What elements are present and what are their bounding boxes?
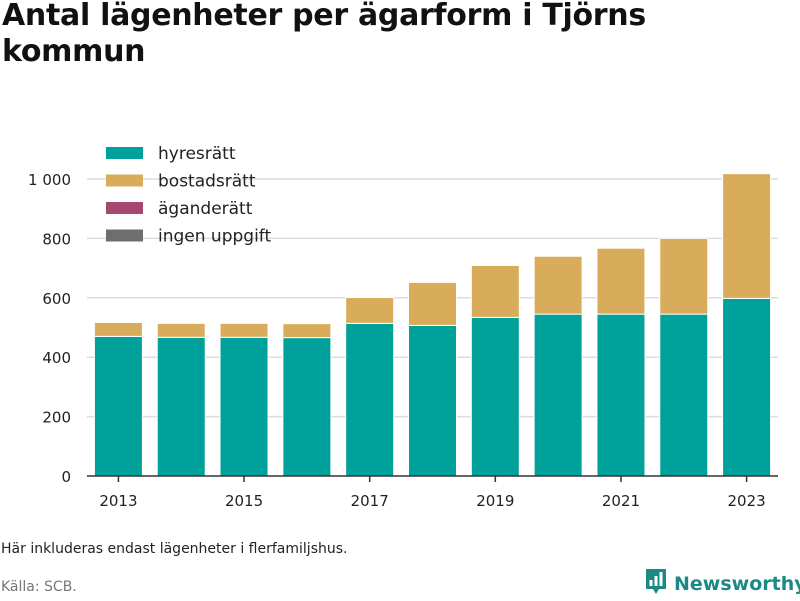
bar-bostadsrätt-2021[interactable]	[596, 247, 646, 315]
y-tick-label: 200	[42, 409, 71, 427]
source-text: Källa: SCB.	[1, 579, 77, 595]
y-tick-label: 0	[61, 468, 71, 486]
y-tick-label: 400	[42, 349, 71, 367]
bar-hyresrätt-2017[interactable]	[345, 322, 395, 477]
axes: 0 200 400 600 800 1 000 2013 2015 2017 2019 2021 20…	[28, 171, 778, 510]
bar-hyresrätt-2016[interactable]	[282, 337, 332, 477]
bar-bostadsrätt-2014[interactable]	[156, 322, 206, 338]
x-tick-label: 2021	[602, 492, 640, 510]
newsworthy-logo[interactable]: Newsworthy	[644, 569, 800, 599]
bar-hyresrätt-2020[interactable]	[533, 313, 583, 477]
bar-bostadsrätt-2017[interactable]	[345, 297, 395, 324]
bar-hyresrätt-2015[interactable]	[219, 336, 269, 477]
legend: hyresrätt bostadsrätt äganderätt ingen uppg…	[106, 144, 271, 247]
legend-label: ingen uppgift	[158, 227, 271, 247]
bar-bostadsrätt-2019[interactable]	[470, 264, 520, 318]
bar-hyresrätt-2022[interactable]	[659, 313, 709, 477]
bar-hyresrätt-2021[interactable]	[596, 313, 646, 477]
bar-bostadsrätt-2020[interactable]	[533, 255, 583, 315]
bar-hyresrätt-2023[interactable]	[722, 297, 772, 477]
legend-swatch-hyresrätt	[106, 147, 143, 159]
legend-label: bostadsrätt	[158, 172, 256, 192]
y-tick-label: 1 000	[28, 171, 71, 189]
bar-bostadsrätt-2016[interactable]	[282, 323, 332, 339]
x-tick-label: 2015	[225, 492, 263, 510]
x-tick-label: 2017	[351, 492, 389, 510]
bar-chart-logo-icon	[644, 567, 668, 601]
legend-swatch-ingen-uppgift	[106, 229, 143, 242]
y-tick-label: 600	[42, 290, 71, 308]
bar-hyresrätt-2018[interactable]	[408, 324, 457, 477]
brand-name: Newsworthy	[674, 573, 800, 595]
x-tick-label: 2013	[99, 492, 137, 510]
chart-note: Här inkluderas endast lägenheter i flerf…	[1, 541, 348, 557]
legend-label: äganderätt	[158, 199, 253, 219]
legend-swatch-äganderätt	[106, 202, 143, 214]
legend-label: hyresrätt	[158, 144, 236, 164]
bar-hyresrätt-2019[interactable]	[470, 316, 520, 477]
bar-bostadsrätt-2015[interactable]	[219, 322, 269, 338]
x-tick-label: 2023	[727, 492, 765, 510]
bar-hyresrätt-2014[interactable]	[156, 336, 206, 477]
legend-swatch-bostadsrätt	[106, 174, 143, 187]
chart-title: Antal lägenheter per ägarform i Tjörns k…	[2, 0, 646, 69]
bar-hyresrätt-2013[interactable]	[93, 335, 143, 477]
bar-bostadsrätt-2013[interactable]	[93, 321, 143, 337]
bar-bostadsrätt-2022[interactable]	[659, 237, 709, 315]
bar-bostadsrätt-2018[interactable]	[408, 281, 457, 326]
bars	[93, 173, 772, 477]
x-tick-label: 2019	[476, 492, 514, 510]
y-tick-label: 800	[42, 230, 71, 248]
bar-bostadsrätt-2023[interactable]	[722, 173, 772, 299]
stacked-bar-chart: 0 200 400 600 800 1 000 2013 2015 2017 2019 2021 20…	[28, 144, 778, 510]
